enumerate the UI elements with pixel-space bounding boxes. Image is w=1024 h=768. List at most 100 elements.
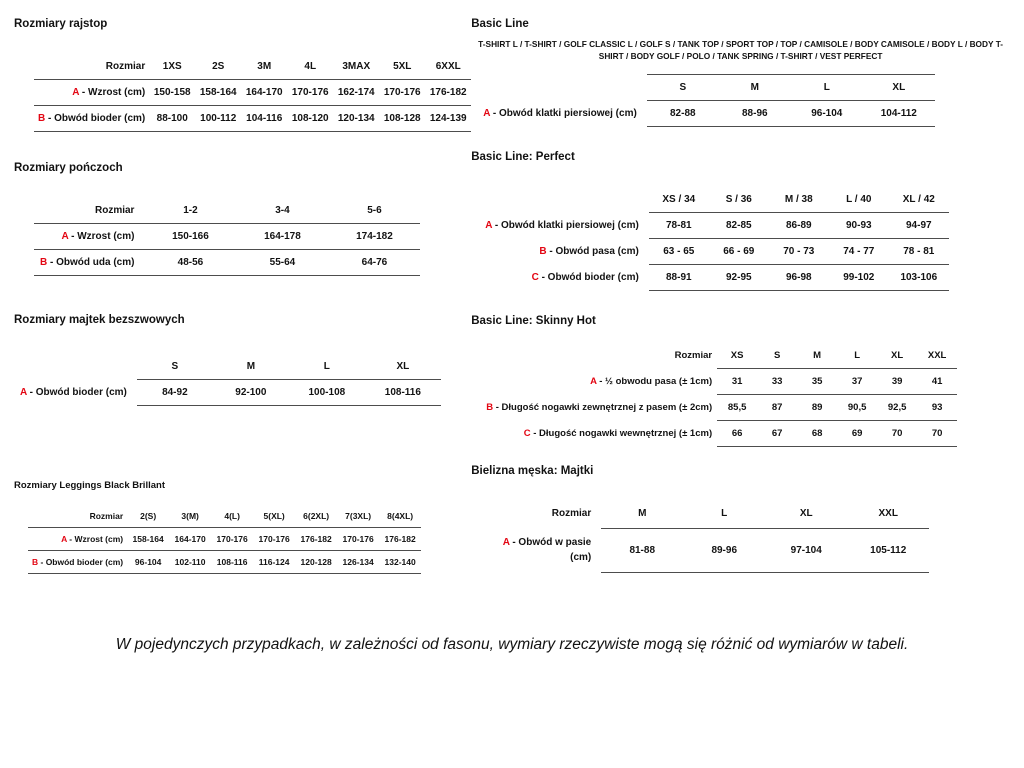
size-header-row: Rozmiar 1-2 3-4 5-6 <box>34 198 421 224</box>
measurement-value: 64-76 <box>328 249 421 276</box>
measurement-value: 94-97 <box>888 212 949 240</box>
measurement-label: A - Obwód bioder (cm) <box>20 387 127 398</box>
measurement-value: 69 <box>837 420 878 448</box>
measurement-letter: A <box>72 87 80 98</box>
measurement-row: B - Długość nogawki zewnętrznej z pasem … <box>481 394 958 422</box>
section-title-skinny-hot: Basic Line: Skinny Hot <box>471 315 596 328</box>
measurement-value: 170-176 <box>211 527 254 551</box>
size-column-header: M <box>601 499 684 529</box>
measurement-value: 176-182 <box>379 527 422 551</box>
size-column-header: 5-6 <box>328 198 421 224</box>
measurement-value: 170-176 <box>287 79 334 106</box>
measurement-value: 92,5 <box>877 394 918 422</box>
measurement-value: 150-158 <box>149 79 196 106</box>
size-header-label: Rozmiar <box>28 505 128 528</box>
measurement-value: 103-106 <box>888 264 949 292</box>
section-title-ponczochy: Rozmiary pończoch <box>14 162 123 174</box>
size-header-row: Rozmiar XS S M L XL XXL <box>481 343 958 370</box>
measurement-letter: B <box>38 113 46 124</box>
measurement-row: B - Obwód bioder (cm) 88-100 100-112 104-11… <box>34 105 472 132</box>
measurement-value: 126-134 <box>337 550 380 574</box>
size-header-label: Rozmiar <box>674 350 713 362</box>
size-column-header: XXL <box>917 343 958 370</box>
measurement-value: 70 - 73 <box>768 238 829 266</box>
size-header-label: Rozmiar <box>551 508 592 520</box>
size-table-basic-line-perfect: XS / 34 S / 36 M / 38 L / 40 XL / 42 A - Obwó… <box>479 187 949 292</box>
measurement-row: A - Obwód klatki piersiowej (cm) 78-81 82-… <box>479 212 949 240</box>
measurement-label: B - Obwód bioder (cm) <box>28 550 128 574</box>
size-column-header: M <box>718 74 791 102</box>
measurement-value: 158-164 <box>195 79 242 106</box>
measurement-value: 116-124 <box>253 550 296 574</box>
measurement-letter: A <box>483 108 491 120</box>
measurement-value: 63 - 65 <box>648 238 709 266</box>
measurement-value: 66 <box>717 420 758 448</box>
measurement-row: C - Obwód bioder (cm) 88-91 92-95 96-98 99-1… <box>479 264 949 292</box>
size-table-rozmiary-rajstop: Rozmiar 1XS 2S 3M 4L 3MAX 5XL 6XXL A - Wzrost (c… <box>34 54 472 132</box>
size-header-label <box>14 354 137 380</box>
size-column-header: S / 36 <box>708 187 769 214</box>
measurement-row: A - Wzrost (cm) 158-164 164-170 170-176 170-… <box>28 527 422 551</box>
section-title-perfect: Basic Line: Perfect <box>471 151 575 164</box>
measurement-value: 102-110 <box>169 550 212 574</box>
measurement-letter: A <box>20 387 27 398</box>
measurement-value: 96-104 <box>127 550 170 574</box>
measurement-value: 108-120 <box>287 105 334 132</box>
size-column-header: S <box>646 74 719 102</box>
measurement-value: 158-164 <box>127 527 170 551</box>
measurement-value: 176-182 <box>425 79 472 106</box>
measurement-value: 88-91 <box>648 264 709 292</box>
measurement-row: A - Obwód w pasie (cm) 81-88 89-96 97-104 10… <box>485 528 930 573</box>
measurement-value: 176-182 <box>295 527 338 551</box>
size-column-header: L <box>288 354 365 380</box>
size-column-header: 3-4 <box>236 198 329 224</box>
size-table-rozmiary-ponczoch: Rozmiar 1-2 3-4 5-6 A - Wzrost (cm) 150-166 16… <box>34 198 421 276</box>
section-bielizna-meska-majtki: Bielizna męska: Majtki Rozmiar M L XL XXL A -… <box>471 465 1010 573</box>
measurement-letter: C <box>523 428 531 440</box>
measurement-value: 89 <box>797 394 838 422</box>
size-column-header: 3M <box>241 54 288 80</box>
measurement-row: A - ½ obwodu pasa (± 1cm) 31 33 35 37 39 41 <box>481 368 958 396</box>
size-header-label <box>479 187 649 213</box>
measurement-row: B - Obwód uda (cm) 48-56 55-64 64-76 <box>34 249 421 276</box>
measurement-label: A - Obwód klatki piersiowej (cm) <box>483 108 637 120</box>
measurement-value: 100-112 <box>195 105 242 132</box>
measurement-value: 88-96 <box>718 100 791 128</box>
measurement-value: 105-112 <box>847 528 930 573</box>
size-table-rozmiary-majtek-bezszwowych: S M L XL A - Obwód bioder (cm) 84-92 92-100 100… <box>14 354 441 406</box>
measurement-value: 164-178 <box>236 223 329 250</box>
measurement-value: 97-104 <box>765 528 848 573</box>
table-slot-perfect: XS / 34 S / 36 M / 38 L / 40 XL / 42 A - Obwó… <box>471 187 1010 292</box>
measurement-value: 120-134 <box>333 105 380 132</box>
table-slot-rajstopy: Rozmiar 1XS 2S 3M 4L 3MAX 5XL 6XXL A - Wzrost (c… <box>14 54 472 132</box>
measurement-value: 174-182 <box>328 223 421 250</box>
size-column-header: XS / 34 <box>648 187 709 214</box>
size-column-header: XL <box>862 74 935 102</box>
footer-note: W pojedynczych przypadkach, w zależności… <box>115 636 909 653</box>
size-column-header: XL <box>877 343 918 370</box>
measurement-value: 88-100 <box>149 105 196 132</box>
size-column-header: 3MAX <box>333 54 380 80</box>
size-column-header: 5(XL) <box>253 505 296 528</box>
table-slot-majtki-meskie: Rozmiar M L XL XXL A - Obwód w pasie (cm) 81-8… <box>471 499 1010 573</box>
section-leggings-black-brillant: Rozmiary Leggings Black Brillant Rozmiar… <box>14 480 471 574</box>
left-column: Rozmiary rajstop Rozmiar 1XS 2S 3M 4L 3MAX 5XL… <box>14 18 472 574</box>
size-column-header: M <box>212 354 289 380</box>
measurement-letter: A <box>590 376 597 388</box>
measurement-label: A - Wzrost (cm) <box>28 527 128 551</box>
measurement-letter: A <box>485 220 493 232</box>
measurement-value: 92-95 <box>708 264 769 292</box>
measurement-label: B - Obwód bioder (cm) <box>34 105 150 132</box>
measurement-value: 85,5 <box>717 394 758 422</box>
measurement-value: 99-102 <box>828 264 889 292</box>
measurement-row: A - Wzrost (cm) 150-158 158-164 164-170 170-… <box>34 79 472 106</box>
measurement-value: 74 - 77 <box>828 238 889 266</box>
table-slot-ponczochy: Rozmiar 1-2 3-4 5-6 A - Wzrost (cm) 150-166 16… <box>14 198 471 276</box>
measurement-value: 96-98 <box>768 264 829 292</box>
size-column-header: S <box>136 354 213 380</box>
size-column-header: 6XXL <box>425 54 472 80</box>
measurement-value: 81-88 <box>601 528 684 573</box>
measurement-value: 164-170 <box>241 79 288 106</box>
measurement-letter: B <box>539 246 547 258</box>
measurement-label: C - Obwód bioder (cm) <box>531 272 639 284</box>
